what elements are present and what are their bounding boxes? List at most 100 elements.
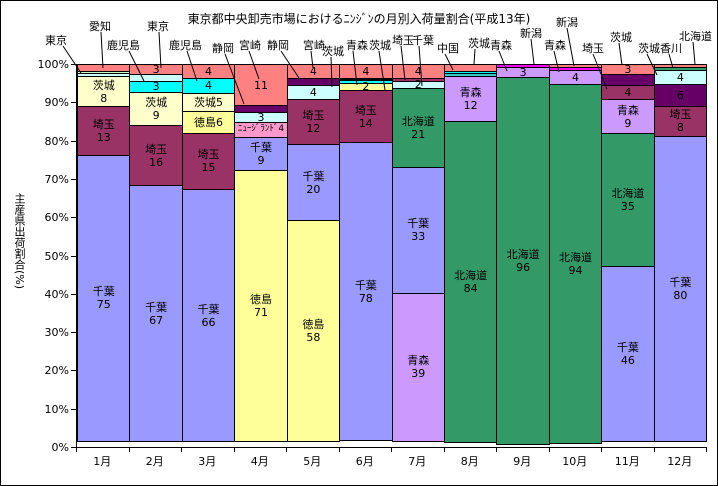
- y-tick-label: 10%: [44, 402, 69, 416]
- callout-茨城-9: 茨城: [322, 45, 344, 58]
- callout-新潟-17: 新潟: [520, 27, 542, 40]
- x-tick-mark: [548, 448, 550, 452]
- segment-千葉: 千葉 9: [234, 136, 288, 172]
- y-tick-mark: [71, 140, 76, 142]
- y-tick-mark: [71, 102, 76, 104]
- leader-line: [618, 42, 623, 66]
- chart-title: 東京都中央卸売市場におけるﾆﾝｼﾞﾝの月別入荷量割合(平成13年): [187, 12, 531, 26]
- x-tick-label: 3月: [198, 455, 217, 468]
- y-tick-mark: [71, 217, 76, 219]
- y-axis-title: 主産県出荷割合(%): [13, 193, 26, 290]
- segment-宮崎: 4: [339, 64, 393, 80]
- bar-month-8: 青森 12 北海道 84: [443, 64, 498, 447]
- y-tick-mark: [71, 332, 76, 334]
- segment-青森: 4: [548, 69, 603, 85]
- leader-line: [692, 41, 696, 65]
- segment-千葉: 千葉 46: [601, 265, 655, 442]
- segment-鹿児島: 4: [181, 78, 236, 94]
- bar-month-7: 4 2 北海道 21 千葉 33 青森 39: [391, 64, 445, 447]
- callout-鹿児島-2: 鹿児島: [107, 39, 140, 52]
- segment-minor: 6: [653, 83, 708, 107]
- callout-静岡-7: 静岡: [267, 39, 289, 52]
- y-tick-label: 70%: [44, 172, 69, 186]
- callout-青森-16: 青森: [490, 39, 512, 52]
- callout-埼玉-20: 埼玉: [582, 42, 604, 55]
- x-tick-label: 4月: [250, 455, 269, 468]
- segment-千葉: 千葉 66: [181, 189, 236, 442]
- x-tick-mark: [181, 448, 182, 452]
- segment-宮崎: 4: [286, 64, 341, 80]
- leader-line: [530, 38, 535, 65]
- callout-千葉-13: 千葉: [412, 34, 434, 47]
- x-tick-label: 8月: [460, 455, 479, 468]
- callout-埼玉-12: 埼玉: [392, 34, 414, 47]
- x-tick-mark: [496, 448, 497, 452]
- segment-徳島: 徳島6: [181, 110, 236, 134]
- y-tick-mark: [71, 447, 76, 448]
- callout-茨城-11: 茨城: [369, 39, 391, 52]
- callout-中国-14: 中国: [437, 42, 459, 55]
- segment-徳島: 徳島 71: [234, 170, 288, 442]
- x-tick-mark: [286, 448, 287, 452]
- callout-宮崎-8: 宮崎: [303, 39, 325, 52]
- bar-month-4: 11 3 ﾆｭｰｼﾞﾗﾝﾄﾞ4 千葉 9 徳島 71: [234, 64, 288, 447]
- callout-東京-3: 東京: [147, 20, 169, 33]
- segment-埼玉: 埼玉 8: [653, 105, 708, 137]
- segment-茨城: 茨城 8: [77, 76, 131, 107]
- segment-茨城: 4: [286, 84, 341, 101]
- x-tick-label: 11月: [614, 455, 640, 468]
- callout-香川-23: 香川: [660, 42, 682, 55]
- segment-千葉: 千葉 78: [339, 142, 393, 442]
- callout-青森-19: 青森: [544, 39, 566, 52]
- x-tick-mark: [653, 448, 655, 452]
- segment-宮崎: 11: [234, 64, 288, 107]
- leader-line: [100, 31, 104, 69]
- x-tick-mark: [391, 448, 392, 452]
- x-tick-mark: [601, 448, 602, 452]
- y-tick-label: 20%: [44, 364, 69, 378]
- x-tick-label: 2月: [145, 455, 164, 468]
- bar-month-6: 4 2 埼玉 14 千葉 78: [339, 64, 393, 447]
- segment-北海道: 北海道 96: [496, 77, 550, 445]
- y-tick-mark: [71, 255, 76, 257]
- y-tick-label: 90%: [44, 96, 69, 110]
- segment-青森: 青森 9: [601, 99, 655, 134]
- x-tick-mark: [338, 448, 340, 452]
- x-tick-label: 1月: [93, 455, 112, 468]
- y-tick-mark: [71, 408, 76, 410]
- x-tick-label: 5月: [303, 455, 322, 468]
- segment-青森: 青森 12: [443, 76, 498, 123]
- segment-埼玉: 4: [601, 84, 655, 101]
- x-tick-label: 9月: [513, 455, 532, 468]
- segment-埼玉: 埼玉 13: [77, 105, 131, 156]
- y-tick-label: 0%: [51, 441, 69, 454]
- callout-青森-10: 青森: [346, 39, 368, 52]
- bar-month-5: 4 4 埼玉 12 千葉 20 徳島 58: [286, 64, 341, 447]
- segment-埼玉: 埼玉 12: [286, 99, 341, 146]
- callout-新潟-18: 新潟: [556, 16, 578, 29]
- segment-茨城: 茨城5: [181, 92, 236, 112]
- bar-month-2: 3 3 茨城 9 埼玉 16 千葉 67: [129, 63, 183, 447]
- callout-鹿児島-4: 鹿児島: [169, 39, 202, 52]
- callout-茨城-21: 茨城: [610, 31, 632, 44]
- segment-埼玉: 埼玉 16: [129, 125, 183, 187]
- callout-北海道-24: 北海道: [679, 30, 712, 43]
- segment-埼玉: 埼玉 14: [339, 89, 393, 144]
- bar-month-10: 4 北海道 94: [548, 64, 603, 447]
- segment-ﾆｭｰｼﾞﾗﾝﾄﾞ: ﾆｭｰｼﾞﾗﾝﾄﾞ4: [234, 122, 288, 138]
- segment-千葉: 千葉 67: [129, 185, 183, 442]
- bar-month-12: 4 6 埼玉 8 千葉 80: [653, 64, 708, 447]
- callout-静岡-5: 静岡: [212, 42, 234, 55]
- y-tick-label: 50%: [44, 249, 69, 263]
- segment-北海道: 北海道 94: [548, 83, 603, 444]
- callout-愛知-1: 愛知: [89, 20, 111, 33]
- segment-茨城: 4: [653, 69, 708, 85]
- segment-茨城: 茨城 9: [129, 91, 183, 127]
- y-tick-label: 80%: [44, 134, 69, 148]
- callout-東京-0: 東京: [45, 34, 67, 47]
- x-tick-mark: [443, 448, 445, 452]
- bar-month-1: 茨城 8 埼玉 13 千葉 75: [77, 64, 131, 447]
- x-tick-mark: [233, 448, 235, 452]
- segment-千葉: 千葉 75: [77, 154, 131, 442]
- x-tick-label: 6月: [355, 455, 374, 468]
